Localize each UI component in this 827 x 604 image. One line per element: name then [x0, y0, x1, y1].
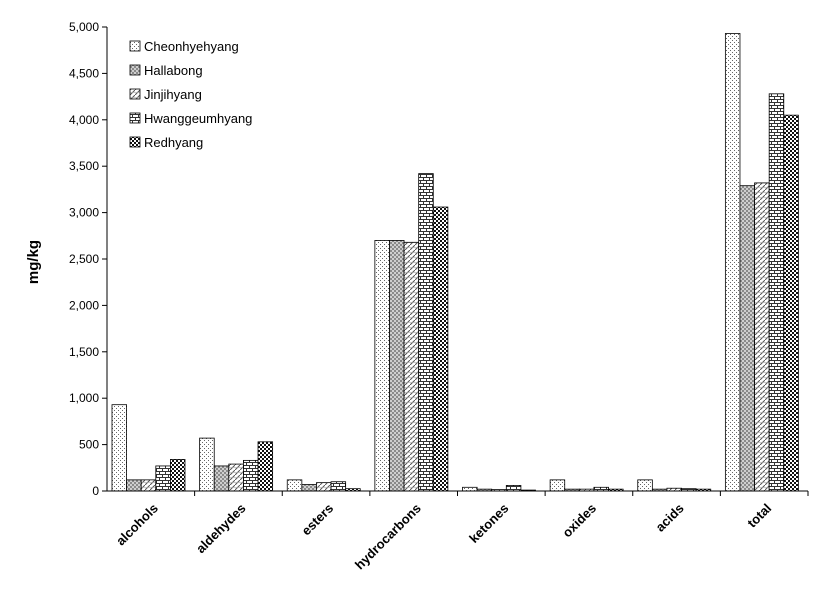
y-tick-label: 4,000 — [69, 113, 99, 127]
y-tick-label: 1,500 — [69, 345, 99, 359]
bar — [549, 479, 566, 492]
y-tick-label: 3,500 — [69, 159, 99, 173]
legend-swatch — [129, 88, 141, 100]
bar — [505, 485, 522, 492]
y-tick-label: 0 — [92, 484, 99, 498]
y-axis-label: mg/kg — [25, 240, 42, 284]
x-tick-label: total — [744, 501, 774, 531]
bar — [140, 479, 157, 492]
axes — [102, 26, 809, 496]
y-tick-label: 500 — [79, 438, 99, 452]
legend-label: Hallabong — [144, 63, 203, 78]
bar — [316, 482, 332, 492]
x-tick-label: acids — [653, 501, 687, 535]
bar — [213, 465, 230, 492]
bar — [155, 465, 171, 492]
bar — [374, 240, 390, 492]
y-tick-label: 3,000 — [69, 206, 99, 220]
bar — [739, 185, 755, 492]
legend: Cheonhyehyang Hallabong Jinjihyang Hwanggeu… — [129, 39, 252, 150]
bar — [724, 33, 741, 492]
x-tick-label: esters — [298, 501, 336, 539]
bar — [593, 486, 609, 492]
y-tick-label: 2,000 — [69, 298, 99, 312]
y-tick-labels: 0 500 1,000 1,500 2,000 2,500 3,000 3,500 4,000 4… — [69, 20, 99, 498]
bar — [286, 479, 303, 492]
y-tick-label: 2,500 — [69, 252, 99, 266]
y-tick-label: 4,500 — [69, 66, 99, 80]
legend-label: Redhyang — [144, 135, 203, 150]
bar — [432, 206, 449, 492]
bar — [462, 486, 478, 492]
bar — [126, 479, 142, 492]
y-tick-label: 5,000 — [69, 20, 99, 34]
y-tick-label: 1,000 — [69, 391, 99, 405]
bar — [768, 93, 785, 492]
x-tick-label: aldehydes — [193, 501, 249, 557]
bar — [403, 241, 420, 492]
legend-label: Jinjihyang — [144, 87, 202, 102]
bar — [754, 182, 770, 492]
bar — [418, 173, 434, 492]
bar — [243, 459, 259, 492]
bar — [111, 404, 128, 492]
bar — [637, 479, 653, 492]
bar — [228, 463, 244, 492]
bar — [330, 481, 347, 492]
legend-swatch — [129, 40, 141, 52]
x-tick-label: oxides — [559, 501, 599, 541]
legend-label: Hwanggeumhyang — [144, 111, 252, 126]
bar — [199, 437, 215, 492]
legend-swatch — [129, 136, 141, 148]
legend-swatch — [129, 112, 141, 124]
x-tick-label: hydrocarbons — [352, 501, 424, 573]
bar — [257, 441, 274, 492]
legend-swatch — [129, 64, 141, 76]
x-tick-label: ketones — [466, 501, 511, 546]
bar — [389, 240, 405, 492]
bars — [111, 33, 799, 492]
bar — [169, 459, 186, 492]
bar — [301, 484, 317, 492]
x-tick-labels: alcohols aldehydes esters hydrocarbons keton… — [113, 501, 774, 573]
bar — [783, 114, 799, 492]
x-tick-label: alcohols — [113, 501, 161, 549]
legend-label: Cheonhyehyang — [144, 39, 239, 54]
